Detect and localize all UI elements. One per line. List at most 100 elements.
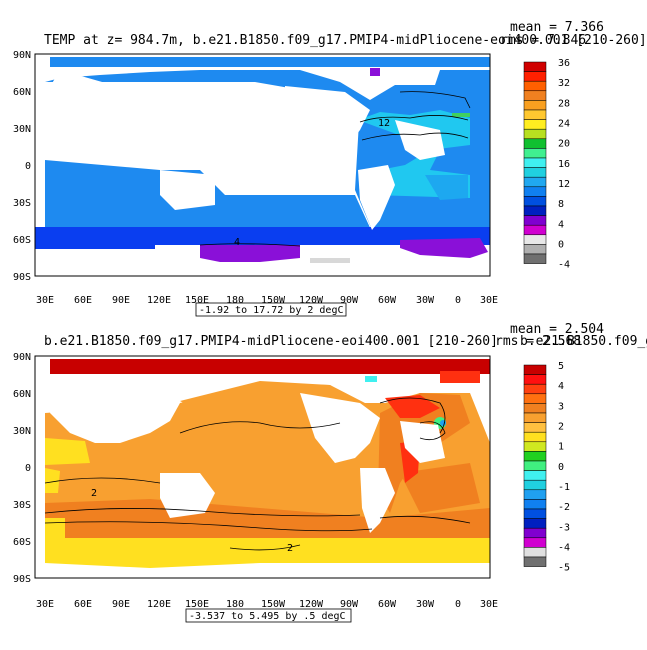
colorbar-swatch (523, 224, 547, 236)
colorbar-swatch (523, 128, 547, 140)
colorbar-swatch (523, 215, 547, 226)
colorbar-swatch (523, 537, 547, 548)
colorbar-label: 8 (558, 199, 564, 210)
colorbar-swatch (523, 451, 547, 462)
lon-label: 30E (36, 295, 54, 306)
contour-label: 2 (91, 488, 97, 499)
overlap-title: b.e21.B1850.f09_g (520, 334, 647, 349)
lon-label: 30E (36, 599, 54, 610)
colorbar-swatch (523, 80, 547, 92)
colorbar-swatch (523, 157, 547, 168)
colorbar-swatch (523, 527, 547, 539)
plot-title: TEMP at z= 984.7m, b.e21.B1850.f09_g17.P… (44, 33, 647, 48)
lon-label: 30W (416, 295, 435, 306)
lon-label: 180 (226, 295, 244, 306)
colorbar-label: -4 (558, 260, 570, 271)
colorbar-swatch (523, 253, 547, 264)
colorbar-label: -5 (558, 563, 570, 574)
colorbar-swatch (523, 393, 547, 404)
colorbar: 5 4 3 2 1 0 -1 -2 -3 -4 -5 (523, 361, 570, 574)
colorbar-swatch (523, 422, 547, 433)
colorbar-label: 12 (558, 179, 570, 190)
lon-label: 90W (340, 599, 359, 610)
colorbar-label: 1 (558, 442, 564, 453)
colorbar-label: 4 (558, 381, 564, 392)
colorbar-label: 24 (558, 118, 570, 129)
land-masses (45, 70, 445, 230)
stat-mean: mean = 2.504 (510, 323, 604, 337)
lon-label: 150E (185, 295, 209, 306)
lon-label: 120E (147, 295, 171, 306)
colorbar-swatch (523, 100, 547, 111)
lat-label: 60N (13, 87, 31, 98)
lat-label: 90N (13, 50, 31, 61)
colorbar-swatch (523, 489, 547, 500)
colorbar-swatch (523, 196, 547, 207)
stat-rms: rms = 2.568 (495, 334, 581, 349)
contour-label: 12 (378, 118, 390, 129)
colorbar-label: 20 (558, 139, 570, 150)
lon-label: 90W (340, 295, 359, 306)
lon-label: 150E (185, 599, 209, 610)
colorbar-swatch (523, 374, 547, 385)
colorbar-swatch (523, 431, 547, 443)
lat-label: 60N (13, 389, 31, 400)
lon-label: 30W (416, 599, 435, 610)
lon-label: 0 (455, 599, 461, 610)
contour-info: -1.92 to 17.72 by 2 degC (199, 305, 344, 316)
lon-label: 60W (378, 295, 397, 306)
colorbar-swatch (523, 176, 547, 188)
colorbar-swatch (523, 167, 547, 178)
colorbar-swatch (523, 518, 547, 529)
colorbar-swatch (523, 460, 547, 471)
lat-label: 90S (13, 272, 31, 283)
colorbar-swatch (523, 403, 547, 414)
lat-label: 90S (13, 574, 31, 585)
colorbar-label: 3 (558, 401, 564, 412)
colorbar-label: 2 (558, 421, 564, 432)
lon-label: 150W (261, 599, 286, 610)
panel-top: TEMP at z= 984.7m, b.e21.B1850.f09_g17.P… (0, 0, 647, 323)
lon-label: 120E (147, 599, 171, 610)
lat-label: 30N (13, 426, 31, 437)
map-plot-top: TEMP at z= 984.7m, b.e21.B1850.f09_g17.P… (13, 20, 647, 317)
lat-label: 0 (25, 463, 31, 474)
colorbar-label: 0 (558, 239, 564, 250)
colorbar-label: 5 (558, 361, 564, 372)
stat-rms: rms = 7.846 (500, 33, 586, 48)
colorbar-label: 16 (558, 159, 570, 170)
colorbar-swatch (523, 412, 547, 423)
colorbar-label: -1 (558, 482, 570, 493)
contour-lines (44, 397, 471, 551)
colorbar-swatch (523, 244, 547, 255)
colorbar-swatch (523, 364, 547, 375)
colorbar-label: -2 (558, 502, 570, 513)
colorbar-swatch (523, 441, 547, 452)
colorbar-swatch (523, 479, 547, 491)
colorbar-swatch (523, 109, 547, 120)
lon-label: 90E (112, 599, 130, 610)
colorbar-swatch (523, 71, 547, 82)
lon-label: 90E (112, 295, 130, 306)
map-frame (34, 355, 491, 579)
colorbar-swatch (523, 499, 547, 510)
map-plot-bottom: b.e21.B1850.f09_g17.PMIP4-midPliocene-eo… (13, 322, 647, 623)
lat-label: 30S (13, 500, 31, 511)
colorbar-swatch (523, 61, 547, 72)
colorbar-label: -3 (558, 522, 570, 533)
lon-label: 120W (299, 599, 324, 610)
colorbar-swatch (523, 205, 547, 216)
colorbar-swatch (523, 186, 547, 197)
lon-label: 0 (455, 295, 461, 306)
lat-label: 90N (13, 352, 31, 363)
lat-label: 0 (25, 161, 31, 172)
colorbar-swatch (523, 556, 547, 567)
lat-label: 30N (13, 124, 31, 135)
lon-label: 60E (74, 599, 92, 610)
colorbar-label: 28 (558, 98, 570, 109)
lat-label: 30S (13, 198, 31, 209)
colorbar-label: 36 (558, 58, 570, 69)
colorbar-swatch (523, 470, 547, 481)
lon-label: 30E (480, 599, 498, 610)
colorbar-label: 4 (558, 219, 564, 230)
